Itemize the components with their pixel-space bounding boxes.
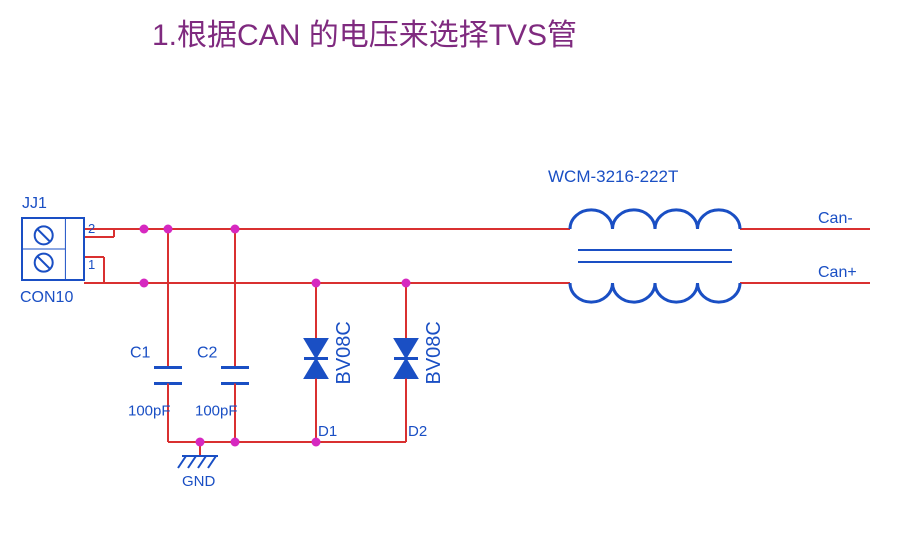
gnd-h2 [188, 456, 196, 468]
cap2-value: 100pF [195, 403, 238, 420]
cap2-refdes: C2 [197, 345, 218, 362]
connector-refdes: JJ1 [22, 195, 47, 212]
d2-tri-bot [394, 359, 418, 379]
choke-coil [570, 210, 740, 229]
d1-value: BV08C [333, 321, 355, 384]
connector-screw-2-slot [38, 257, 50, 269]
junction-dot [196, 438, 205, 447]
choke-coil [570, 283, 740, 302]
junction-dot [164, 225, 173, 234]
connector-pin2-label: 2 [88, 221, 95, 236]
junction-dot [140, 225, 149, 234]
junction-dot [312, 279, 321, 288]
junction-dot [231, 438, 240, 447]
connector-pin1-label: 1 [88, 257, 95, 272]
gnd-h1 [178, 456, 186, 468]
cap1-value: 100pF [128, 403, 171, 420]
gnd-h3 [198, 456, 206, 468]
d2-value: BV08C [423, 321, 445, 384]
schematic-diagram: 1.根据CAN 的电压来选择TVS管 JJ1 CON10 2 1 C1 100pF C2 100… [0, 0, 908, 554]
gnd-h4 [208, 456, 216, 468]
junction-dot [231, 225, 240, 234]
junction-dot [140, 279, 149, 288]
d1-tri-bot [304, 359, 328, 379]
gnd-label: GND [182, 473, 216, 490]
connector-name: CON10 [20, 289, 73, 306]
d1-tri-top [304, 339, 328, 359]
title-text: 1.根据CAN 的电压来选择TVS管 [152, 19, 577, 52]
junction-dot [402, 279, 411, 288]
junction-dot [312, 438, 321, 447]
d2-refdes: D2 [408, 423, 427, 440]
cap1-refdes: C1 [130, 345, 151, 362]
connector-screw-1-slot [38, 229, 50, 241]
netlabel-canplus: Can+ [818, 264, 857, 281]
choke-label: WCM-3216-222T [548, 167, 678, 186]
d2-tri-top [394, 339, 418, 359]
netlabel-canminus: Can- [818, 210, 853, 227]
d1-refdes: D1 [318, 423, 337, 440]
